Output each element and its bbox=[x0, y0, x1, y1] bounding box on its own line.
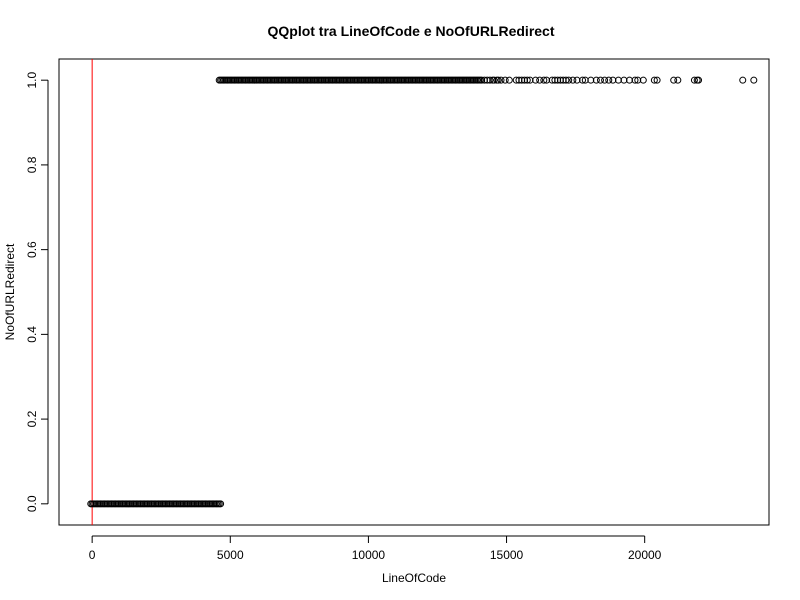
points-layer bbox=[87, 76, 758, 508]
x-axis-label: LineOfCode bbox=[382, 571, 446, 585]
data-point bbox=[540, 76, 548, 84]
data-point bbox=[562, 76, 570, 84]
y-tick-label: 0.0 bbox=[25, 495, 39, 512]
x-tick-label: 5000 bbox=[217, 548, 244, 562]
plot-frame bbox=[58, 58, 770, 526]
y-tick-label: 1.0 bbox=[25, 72, 39, 89]
y-tick-label: 0.8 bbox=[25, 156, 39, 173]
data-point bbox=[674, 76, 682, 84]
data-point bbox=[486, 76, 494, 84]
data-point bbox=[739, 76, 747, 84]
data-point bbox=[650, 76, 658, 84]
data-point bbox=[505, 76, 513, 84]
data-point bbox=[653, 76, 661, 84]
x-tick-label: 15000 bbox=[490, 548, 524, 562]
data-point bbox=[217, 500, 225, 508]
data-point bbox=[569, 76, 577, 84]
x-tick-label: 0 bbox=[89, 548, 96, 562]
data-point bbox=[536, 76, 544, 84]
x-axis: 0 5000 10000 15000 20000 bbox=[89, 535, 662, 562]
y-tick-label: 0.6 bbox=[25, 241, 39, 258]
data-point bbox=[501, 76, 509, 84]
data-point bbox=[532, 76, 540, 84]
x-tick-label: 10000 bbox=[352, 548, 386, 562]
data-point bbox=[639, 76, 647, 84]
data-point bbox=[523, 76, 531, 84]
data-point bbox=[490, 76, 498, 84]
x-tick-label: 20000 bbox=[628, 548, 662, 562]
data-point bbox=[494, 76, 502, 84]
data-point bbox=[579, 76, 587, 84]
data-point bbox=[565, 76, 573, 84]
data-point bbox=[750, 76, 758, 84]
y-axis-label: NoOfURLRedirect bbox=[3, 243, 17, 340]
data-point bbox=[631, 76, 639, 84]
data-point bbox=[670, 76, 678, 84]
data-point bbox=[605, 76, 613, 84]
data-point bbox=[695, 76, 703, 84]
data-point bbox=[601, 76, 609, 84]
data-point bbox=[497, 76, 505, 84]
data-point bbox=[690, 76, 698, 84]
y-tick-label: 0.4 bbox=[25, 326, 39, 343]
data-point bbox=[596, 76, 604, 84]
chart-title: QQplot tra LineOfCode e NoOfURLRedirect bbox=[267, 23, 554, 39]
y-tick-label: 0.2 bbox=[25, 410, 39, 427]
y-axis: 0.0 0.2 0.4 0.6 0.8 1.0 bbox=[25, 72, 49, 512]
data-point bbox=[592, 76, 600, 84]
